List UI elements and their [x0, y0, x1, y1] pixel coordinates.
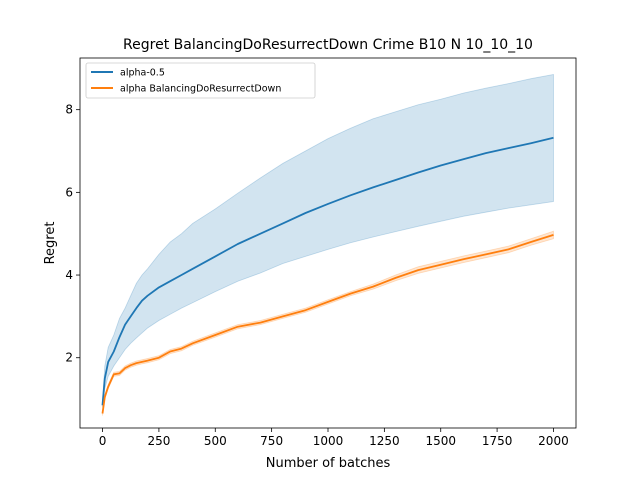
legend-label-2: alpha BalancingDoResurrectDown [120, 84, 281, 95]
x-tick-label: 250 [147, 434, 170, 448]
x-tick-label: 1750 [482, 434, 513, 448]
y-tick-label: 6 [65, 185, 73, 199]
series-lines [101, 136, 554, 414]
line-series-1 [101, 136, 554, 406]
x-tick-label: 1250 [369, 434, 400, 448]
y-tick-label: 4 [65, 268, 73, 282]
y-tick-label: 8 [65, 103, 73, 117]
legend-label-1: alpha-0.5 [120, 68, 165, 79]
chart-title: Regret BalancingDoResurrectDown Crime B1… [123, 37, 533, 53]
legend-box [85, 62, 316, 99]
band-series-1 [102, 74, 554, 408]
x-tick-label: 0 [99, 434, 107, 448]
x-tick-label: 500 [204, 434, 227, 448]
x-axis-ticks: 0 250 500 750 1000 1250 1500 1750 2000 [99, 428, 569, 448]
confidence-bands [102, 74, 554, 416]
x-tick-label: 1500 [425, 434, 456, 448]
y-axis-ticks: 2 4 6 8 [65, 103, 80, 365]
y-tick-label: 2 [65, 351, 73, 365]
y-axis-label: Regret [43, 222, 58, 265]
x-tick-label: 750 [260, 434, 283, 448]
x-tick-label: 2000 [538, 434, 569, 448]
x-tick-label: 1000 [313, 434, 344, 448]
x-axis-label: Number of batches [266, 456, 391, 471]
line-series-2 [101, 234, 554, 414]
legend: alpha-0.5 alpha BalancingDoResurrectDown [85, 62, 316, 99]
